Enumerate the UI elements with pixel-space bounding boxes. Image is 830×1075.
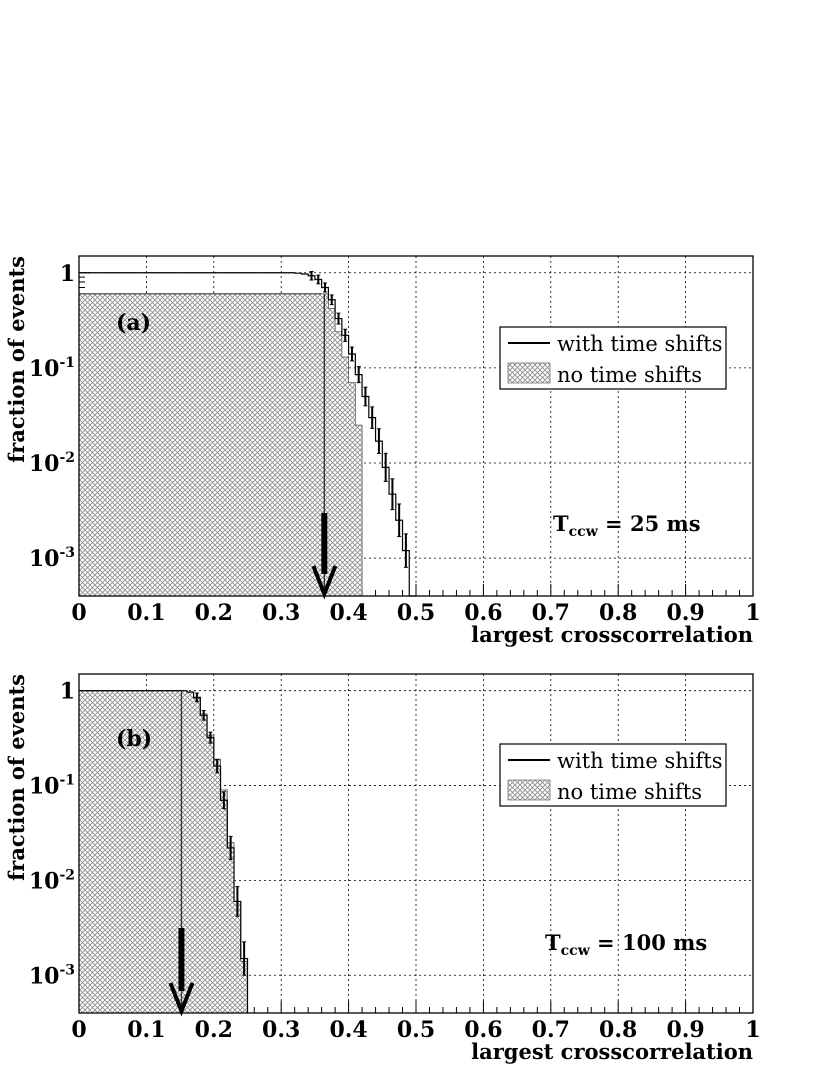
- x-tick-label: 0.4: [329, 1017, 367, 1043]
- x-tick-label: 0.9: [666, 1017, 704, 1043]
- legend-label: no time shifts: [557, 780, 702, 804]
- series-no-time-shifts: [78, 293, 369, 597]
- series-with-time-shifts: [79, 272, 416, 597]
- x-tick-label: 0.7: [532, 600, 570, 626]
- y-tick-label: 10-2: [29, 867, 75, 894]
- x-tick-label: 0.7: [532, 1017, 570, 1043]
- annotation-symbol: T: [545, 930, 561, 955]
- annotation: Tccw = 100 ms: [545, 930, 707, 959]
- annotation-value: = 100 ms: [590, 930, 707, 955]
- x-tick-label: 0.2: [195, 600, 233, 626]
- y-tick-exponent: -3: [59, 545, 75, 561]
- x-tick-label: 0.8: [599, 1017, 637, 1043]
- y-tick-base: 10: [29, 546, 60, 572]
- y-tick-base: 1: [60, 679, 75, 705]
- panel-b: 0 0.1 0.2 0.3 0.4 0.5 0.6 0.7 0.8 0.9 110-310-210-…: [4, 673, 761, 1064]
- x-axis-title: largest crosscorrelation: [471, 622, 753, 647]
- x-tick-label: 0.5: [397, 600, 435, 626]
- x-tick-label: 0.2: [195, 1017, 233, 1043]
- legend-swatch-hatch: [507, 362, 551, 384]
- x-tick-label: 0.6: [464, 600, 502, 626]
- y-tick-exponent: -1: [59, 355, 75, 371]
- annotation-value: = 25 ms: [598, 511, 701, 536]
- x-tick-label: 0.8: [599, 600, 637, 626]
- annotation: Tccw = 25 ms: [553, 511, 701, 540]
- x-axis-title: largest crosscorrelation: [471, 1039, 753, 1064]
- y-axis-title: fraction of events: [4, 674, 29, 881]
- plot-frame: [78, 255, 754, 597]
- annotation-subscript: ccw: [561, 943, 591, 959]
- threshold-arrow-head: [168, 982, 195, 1017]
- x-tick-label: 0.3: [262, 600, 300, 626]
- panel-label: (b): [116, 726, 152, 752]
- plot-frame: [78, 673, 754, 1014]
- y-tick-label: 10-3: [29, 962, 75, 989]
- x-tick-label: 0.1: [127, 1017, 165, 1043]
- legend-label: no time shifts: [557, 363, 702, 387]
- panel-a: 0 0.1 0.2 0.3 0.4 0.5 0.6 0.7 0.8 0.9 110-310-210-…: [4, 255, 761, 647]
- legend-label: with time shifts: [557, 749, 723, 773]
- y-tick-base: 10: [29, 451, 60, 477]
- x-tick-label: 0.9: [666, 600, 704, 626]
- y-tick-base: 10: [29, 963, 60, 989]
- y-tick-exponent: -3: [59, 962, 75, 978]
- y-tick-label: 1: [60, 261, 75, 287]
- x-tick-label: 0.1: [127, 600, 165, 626]
- y-tick-label: 10-3: [29, 545, 75, 572]
- y-tick-label: 10-1: [29, 355, 75, 382]
- y-tick-base: 10: [29, 868, 60, 894]
- legend-box: [499, 743, 727, 807]
- y-tick-exponent: -2: [59, 867, 75, 883]
- y-tick-exponent: -2: [59, 450, 75, 466]
- y-tick-label: 10-2: [29, 450, 75, 477]
- legend-swatch-hatch: [507, 779, 551, 801]
- x-tick-label: 1: [745, 1017, 760, 1043]
- annotation-subscript: ccw: [569, 524, 599, 540]
- series-no-time-shifts: [78, 690, 248, 1014]
- y-tick-base: 1: [60, 261, 75, 287]
- x-tick-label: 0.4: [329, 600, 367, 626]
- y-tick-exponent: -1: [59, 773, 75, 789]
- x-tick-label: 1: [745, 600, 760, 626]
- y-tick-base: 10: [29, 774, 60, 800]
- x-tick-label: 0.6: [464, 1017, 502, 1043]
- x-tick-label: 0: [71, 1017, 86, 1043]
- y-tick-label: 10-1: [29, 773, 75, 800]
- y-tick-base: 10: [29, 356, 60, 382]
- x-tick-label: 0: [71, 600, 86, 626]
- threshold-arrow-head: [311, 565, 338, 600]
- y-axis-title: fraction of events: [4, 256, 29, 463]
- legend-label: with time shifts: [557, 332, 723, 356]
- panel-label: (a): [116, 310, 151, 336]
- x-tick-label: 0.5: [397, 1017, 435, 1043]
- x-tick-label: 0.3: [262, 1017, 300, 1043]
- annotation-symbol: T: [553, 511, 569, 536]
- y-tick-label: 1: [60, 679, 75, 705]
